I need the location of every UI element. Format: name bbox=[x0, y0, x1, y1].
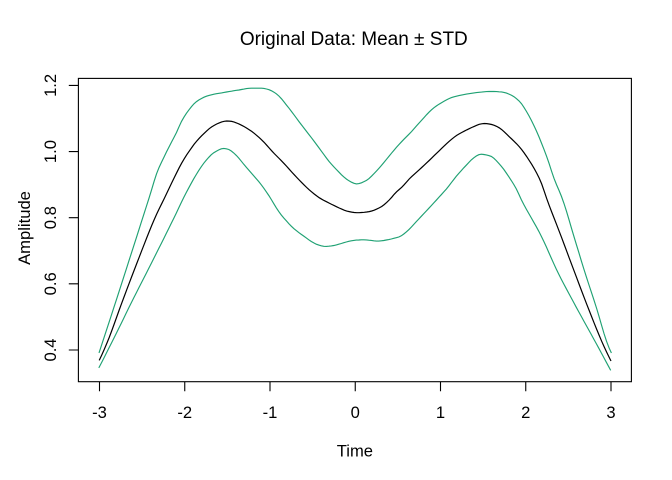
svg-text:-3: -3 bbox=[92, 403, 107, 422]
svg-text:1: 1 bbox=[436, 403, 445, 422]
svg-text:-1: -1 bbox=[263, 403, 278, 422]
svg-text:Amplitude: Amplitude bbox=[15, 191, 34, 265]
svg-text:1.0: 1.0 bbox=[41, 140, 60, 163]
svg-text:3: 3 bbox=[606, 403, 615, 422]
svg-text:Time: Time bbox=[337, 441, 373, 460]
svg-text:0.4: 0.4 bbox=[41, 338, 60, 361]
svg-text:1.2: 1.2 bbox=[41, 74, 60, 97]
svg-text:2: 2 bbox=[521, 403, 530, 422]
svg-text:0.6: 0.6 bbox=[41, 272, 60, 295]
svg-text:Original Data: Mean ± STD: Original Data: Mean ± STD bbox=[240, 29, 468, 50]
svg-text:0.8: 0.8 bbox=[41, 206, 60, 229]
svg-text:0: 0 bbox=[351, 403, 360, 422]
svg-text:-2: -2 bbox=[177, 403, 192, 422]
